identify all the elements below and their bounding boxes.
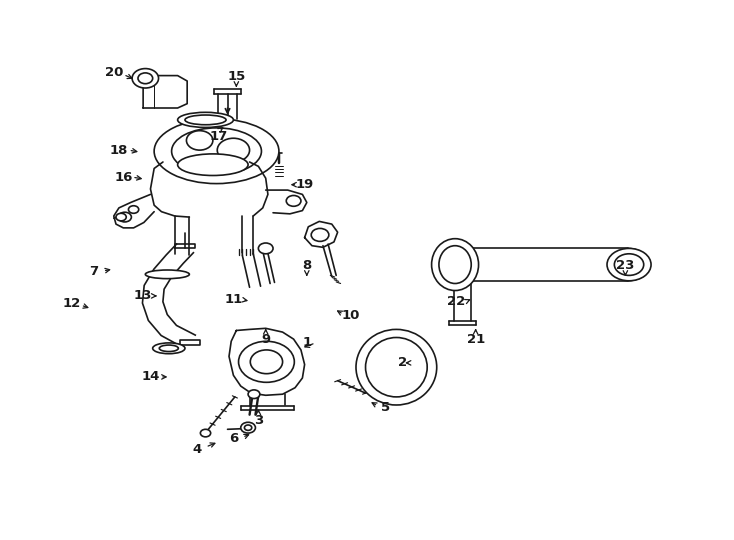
Text: 15: 15: [228, 70, 245, 83]
Text: 20: 20: [104, 66, 123, 79]
Text: 22: 22: [448, 295, 465, 308]
Ellipse shape: [178, 154, 248, 176]
Ellipse shape: [185, 115, 226, 125]
Text: 6: 6: [229, 432, 238, 445]
Text: 23: 23: [616, 259, 635, 272]
Circle shape: [250, 350, 283, 374]
Text: 4: 4: [192, 443, 201, 456]
Ellipse shape: [153, 343, 185, 354]
Circle shape: [116, 213, 126, 221]
Circle shape: [614, 254, 644, 275]
Ellipse shape: [172, 128, 261, 174]
Ellipse shape: [356, 329, 437, 405]
Circle shape: [200, 429, 211, 437]
Ellipse shape: [145, 270, 189, 279]
Ellipse shape: [439, 246, 471, 284]
Circle shape: [132, 69, 159, 88]
Text: 7: 7: [90, 265, 98, 278]
Circle shape: [244, 425, 252, 430]
Text: 3: 3: [254, 414, 263, 427]
Text: 11: 11: [225, 293, 242, 306]
Ellipse shape: [154, 119, 279, 184]
Circle shape: [258, 243, 273, 254]
Circle shape: [311, 228, 329, 241]
Ellipse shape: [432, 239, 479, 291]
Text: 18: 18: [109, 144, 128, 157]
Text: 13: 13: [134, 289, 153, 302]
Text: 16: 16: [114, 171, 133, 184]
Text: 21: 21: [467, 333, 484, 346]
Circle shape: [241, 422, 255, 433]
Text: 9: 9: [261, 333, 270, 346]
Circle shape: [286, 195, 301, 206]
Text: 12: 12: [63, 297, 81, 310]
Circle shape: [186, 131, 213, 150]
Text: 5: 5: [381, 401, 390, 414]
Circle shape: [138, 73, 153, 84]
Ellipse shape: [178, 112, 233, 127]
Text: 14: 14: [141, 370, 160, 383]
Text: 2: 2: [398, 356, 407, 369]
Circle shape: [239, 341, 294, 382]
Text: 1: 1: [302, 336, 311, 349]
Text: 8: 8: [302, 259, 311, 272]
Circle shape: [118, 212, 131, 222]
Text: 19: 19: [296, 178, 313, 191]
Circle shape: [248, 390, 260, 399]
Text: 10: 10: [341, 309, 360, 322]
Circle shape: [217, 138, 250, 162]
Circle shape: [128, 206, 139, 213]
Text: 17: 17: [210, 130, 228, 143]
Circle shape: [607, 248, 651, 281]
Ellipse shape: [159, 345, 178, 352]
Ellipse shape: [366, 338, 427, 397]
